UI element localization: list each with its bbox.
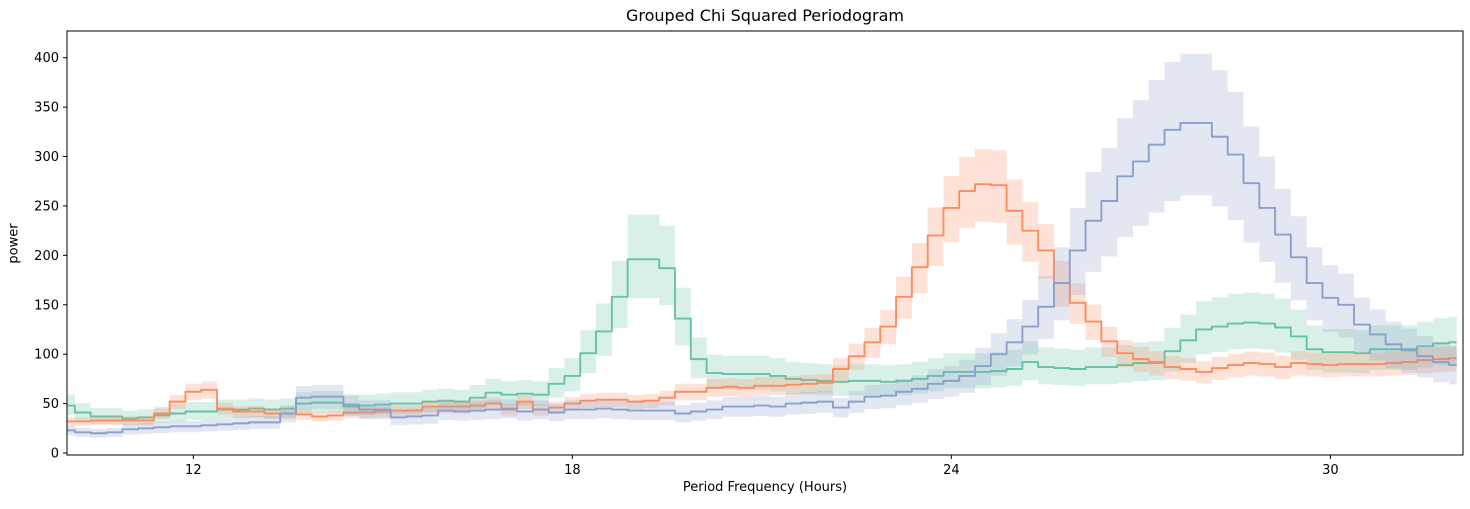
- y-tick-label: 250: [34, 199, 59, 214]
- axes-spines: [66, 30, 1464, 456]
- x-axis-label: Period Frequency (Hours): [682, 480, 848, 495]
- chart-title: Grouped Chi Squared Periodogram: [625, 6, 904, 25]
- series-blue-band: [67, 53, 1457, 438]
- y-tick-label: 400: [34, 51, 59, 66]
- y-tick-label: 300: [34, 150, 59, 165]
- y-tick-label: 200: [34, 249, 59, 264]
- y-tick-label: 100: [34, 348, 59, 363]
- series-orange-band: [67, 149, 1457, 426]
- series-blue-line: [67, 121, 1457, 435]
- y-tick-label: 350: [34, 101, 59, 116]
- x-tick-label: 18: [564, 463, 581, 478]
- y-tick-label: 150: [34, 298, 59, 313]
- x-tick-label: 12: [185, 463, 202, 478]
- series-orange-line: [67, 183, 1457, 423]
- y-axis-label: power: [6, 223, 22, 264]
- x-tick-label: 24: [943, 463, 960, 478]
- x-tick-label: 30: [1322, 463, 1339, 478]
- y-tick-label: 50: [42, 397, 59, 412]
- series-green-band: [67, 214, 1457, 426]
- y-tick-label: 0: [51, 447, 59, 462]
